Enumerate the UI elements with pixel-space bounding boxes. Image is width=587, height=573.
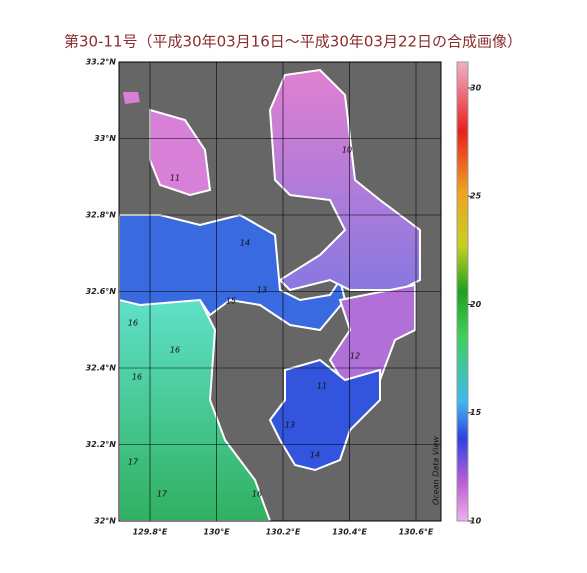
contour-label: 13 xyxy=(257,286,267,295)
lat-label: 32.2°N xyxy=(86,440,117,449)
credit: Ocean Data View xyxy=(432,436,441,505)
sea-south-east xyxy=(268,358,381,472)
contour-label: 10 xyxy=(342,146,352,155)
lat-label: 32.6°N xyxy=(86,287,117,296)
contour-label: 17 xyxy=(128,458,139,467)
contour-label: 11 xyxy=(170,174,180,183)
contour-label: 12 xyxy=(350,352,360,361)
contour-label: 16 xyxy=(252,490,262,499)
lat-label: 32°N xyxy=(94,517,116,526)
lon-label: 129.8°E xyxy=(133,528,168,537)
lon-label: 130.4°E xyxy=(332,528,367,537)
lat-label: 32.8°N xyxy=(86,211,117,220)
title: 第30-11号（平成30年03月16日～平成30年03月22日の合成画像） xyxy=(64,33,522,51)
sea-islet xyxy=(123,92,140,104)
contour-label: 14 xyxy=(240,239,250,248)
contour-label: 14 xyxy=(310,451,320,460)
lon-label: 130.2°E xyxy=(266,528,301,537)
lon-label: 130.6°E xyxy=(399,528,434,537)
colorbar-label: 10 xyxy=(470,517,482,526)
lat-label: 33°N xyxy=(94,134,116,143)
contour-label: 11 xyxy=(317,382,327,391)
contour-label: 16 xyxy=(132,373,142,382)
contour-label: 17 xyxy=(157,490,168,499)
colorbar-label: 15 xyxy=(470,408,482,417)
lon-label: 130°E xyxy=(203,528,230,537)
sea-north-east xyxy=(268,68,421,292)
contour-label: 16 xyxy=(128,319,138,328)
lat-label: 33.2°N xyxy=(86,58,117,67)
contour-label: 16 xyxy=(170,346,180,355)
lat-label: 32.4°N xyxy=(86,364,117,373)
colorbar-label: 20 xyxy=(470,300,482,309)
sea-north-west xyxy=(149,108,212,197)
colorbar xyxy=(456,61,469,522)
colorbar-label: 25 xyxy=(470,192,482,201)
contour-label: 13 xyxy=(285,421,295,430)
contour-label: 15 xyxy=(226,297,236,306)
colorbar-label: 30 xyxy=(470,83,482,92)
